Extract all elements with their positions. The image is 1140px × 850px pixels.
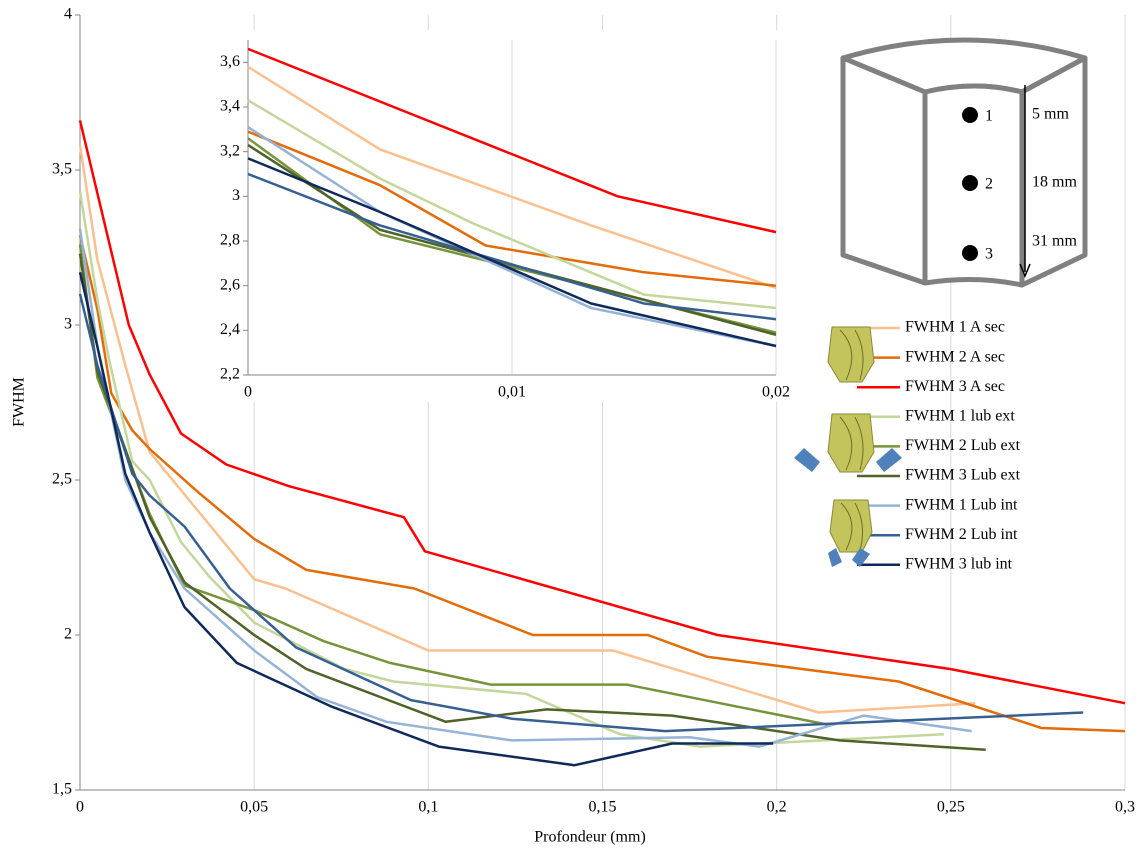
nozzle	[794, 448, 820, 472]
series-line	[247, 130, 777, 287]
series-line	[247, 143, 777, 337]
y-tick-label: 2,5	[52, 471, 72, 488]
legend-label: FWHM 2 A sec	[905, 348, 1005, 365]
block-right	[1019, 55, 1088, 288]
series-line	[247, 126, 777, 348]
legend-label: FWHM 3 A sec	[905, 378, 1005, 395]
sample-point	[962, 107, 978, 123]
inset-background	[195, 30, 795, 402]
drill	[827, 326, 875, 383]
series-line	[247, 47, 777, 234]
y-tick-label: 4	[64, 6, 72, 23]
drill-flute	[839, 416, 864, 471]
x-tick-label: 0,05	[240, 799, 268, 816]
sample-diagram: 1 2 3 5 mm 18 mm 31 mm	[840, 37, 1088, 288]
drill	[829, 499, 873, 553]
plots: 0 0,05 0,1 0,15 0,2 0,25 0,31,522,533,540 0,01 0…	[52, 6, 1135, 816]
x-tick-label: 0,2	[767, 799, 787, 816]
series-line	[247, 157, 777, 348]
legend-label: FWHM 3 Lub ext	[905, 467, 1021, 484]
series-line	[78, 253, 986, 751]
plot: 0 0,01 0,02 2,2 2,4 2,6 2,8 3 3,2 3,4 3,6	[195, 30, 795, 402]
nozzle	[876, 448, 902, 472]
drill-flute	[840, 502, 864, 551]
x-tick-label: 0,01	[498, 384, 526, 401]
legend-label: FWHM 1 Lub int	[905, 496, 1018, 513]
legend-label: FWHM 2 Lub int	[905, 526, 1018, 543]
x-tick-label: 0,25	[937, 799, 965, 816]
x-tick-label: 0	[244, 384, 252, 401]
series-line	[78, 145, 976, 714]
x-tick-label: 0	[76, 799, 84, 816]
x-tick-label: 0,3	[1115, 799, 1135, 816]
y-tick-label: 3,4	[220, 98, 240, 115]
drill	[827, 413, 875, 473]
point-label: 2	[985, 176, 993, 193]
y-tick-label: 3	[64, 316, 72, 333]
series-line	[78, 272, 774, 767]
drill-icons	[794, 326, 902, 567]
x-tick-label: 0,15	[589, 799, 617, 816]
series-line	[247, 65, 777, 290]
series-line	[78, 228, 972, 748]
nozzle	[828, 548, 842, 567]
x-tick-label: 0,02	[762, 384, 790, 401]
x-tick-label: 0,1	[418, 799, 438, 816]
block-left	[840, 55, 928, 286]
legend-label: FWHM 1 A sec	[905, 319, 1005, 336]
x-axis-title: Profondeur (mm)	[534, 829, 646, 846]
series-line	[247, 99, 777, 310]
y-tick-label: 3,5	[52, 161, 72, 178]
y-tick-label: 1,5	[52, 781, 72, 798]
legend-label: FWHM 3 lub int	[905, 555, 1013, 572]
series-line	[78, 191, 944, 748]
y-tick-label: 2,6	[220, 276, 240, 293]
depth-label: 18 mm	[1032, 174, 1077, 191]
nozzle	[852, 548, 870, 567]
sample-point	[962, 245, 978, 261]
y-tick-label: 2,8	[220, 232, 240, 249]
legend-label: FWHM 1 lub ext	[905, 407, 1015, 424]
series-line	[247, 172, 777, 321]
y-tick-label: 3,2	[220, 142, 240, 159]
y-tick-label: 2,4	[220, 321, 240, 338]
series-line	[78, 293, 1084, 733]
point-label: 3	[985, 246, 993, 263]
y-tick-label: 3	[232, 187, 240, 204]
y-axis-title: FWHM	[11, 377, 28, 427]
y-tick-label: 3,6	[220, 53, 240, 70]
y-tick-label: 2	[64, 626, 72, 643]
legend-label: FWHM 2 Lub ext	[905, 437, 1021, 454]
sample-point	[962, 175, 978, 191]
point-label: 1	[985, 108, 993, 125]
depth-label: 5 mm	[1032, 106, 1069, 123]
depth-label: 31 mm	[1032, 233, 1077, 250]
y-tick-label: 2,2	[220, 366, 240, 383]
series-line	[78, 120, 1126, 705]
drill-flute	[839, 329, 864, 381]
arrow-head	[1019, 263, 1031, 278]
